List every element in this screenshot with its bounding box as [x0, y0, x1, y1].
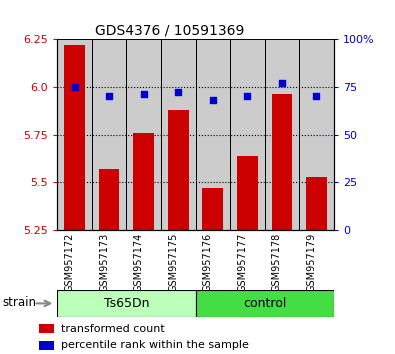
- Bar: [237, 155, 258, 230]
- Bar: [126, 39, 161, 230]
- Text: Ts65Dn: Ts65Dn: [103, 297, 149, 310]
- Bar: [203, 188, 223, 230]
- Text: transformed count: transformed count: [61, 324, 165, 334]
- Bar: [92, 39, 126, 230]
- Text: strain: strain: [2, 296, 36, 309]
- Bar: [161, 39, 196, 230]
- Bar: [196, 39, 230, 230]
- Text: GSM957175: GSM957175: [168, 233, 178, 292]
- Bar: [196, 290, 334, 317]
- Bar: [272, 95, 292, 230]
- Text: GSM957177: GSM957177: [237, 233, 247, 292]
- Bar: [39, 324, 54, 333]
- Text: GSM957179: GSM957179: [307, 233, 316, 292]
- Bar: [39, 341, 54, 350]
- Bar: [306, 177, 327, 230]
- Point: [279, 80, 285, 86]
- Point: [71, 84, 78, 90]
- Point: [106, 93, 112, 99]
- Bar: [265, 39, 299, 230]
- Point: [141, 92, 147, 97]
- Point: [175, 90, 181, 95]
- Bar: [168, 110, 189, 230]
- Text: GDS4376 / 10591369: GDS4376 / 10591369: [95, 23, 245, 37]
- Text: control: control: [243, 297, 286, 310]
- Text: GSM957173: GSM957173: [99, 233, 109, 292]
- Bar: [230, 39, 265, 230]
- Bar: [64, 45, 85, 230]
- Text: GSM957176: GSM957176: [203, 233, 213, 292]
- Text: GSM957172: GSM957172: [64, 233, 75, 292]
- Bar: [99, 169, 120, 230]
- Bar: [134, 133, 154, 230]
- Point: [313, 93, 320, 99]
- Text: percentile rank within the sample: percentile rank within the sample: [61, 340, 249, 350]
- Point: [210, 97, 216, 103]
- Bar: [57, 39, 92, 230]
- Bar: [299, 39, 334, 230]
- Point: [244, 93, 250, 99]
- Bar: [57, 290, 196, 317]
- Text: GSM957174: GSM957174: [134, 233, 144, 292]
- Text: GSM957178: GSM957178: [272, 233, 282, 292]
